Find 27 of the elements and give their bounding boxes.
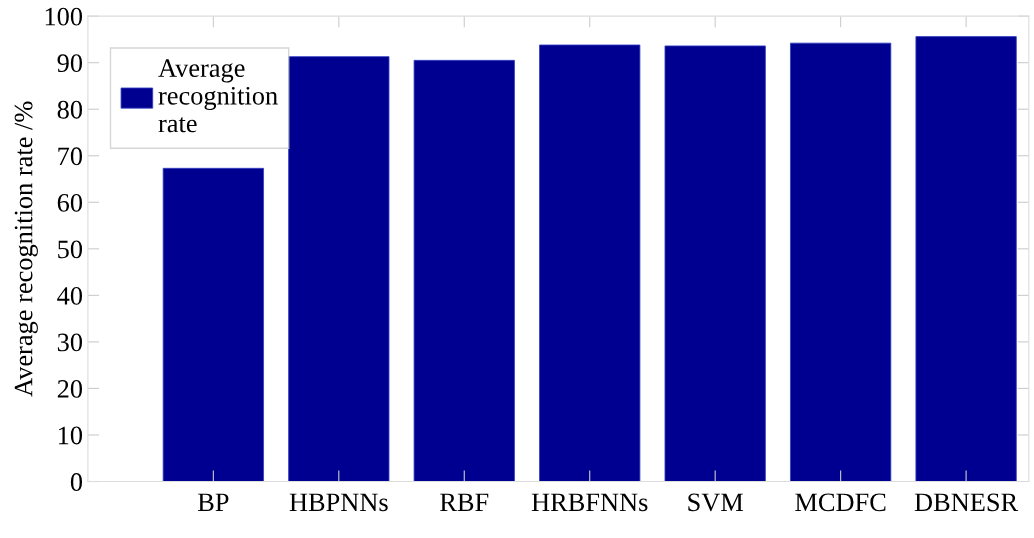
y-tick-label: 20	[57, 380, 83, 398]
y-tick-label: 10	[58, 426, 83, 445]
y-tick-label: 70	[58, 147, 83, 166]
y-tick-label: 40	[57, 286, 83, 305]
bar	[162, 167, 264, 482]
y-tick-label: 90	[57, 54, 83, 73]
bar	[915, 36, 1017, 482]
y-tick-label: 30	[57, 333, 83, 352]
y-tick-label: 60	[57, 193, 83, 212]
x-tick-label: HBPNNs	[289, 493, 388, 512]
x-tick-label: RBF	[440, 493, 489, 512]
bar	[413, 59, 515, 482]
y-tick-label: 50	[58, 240, 83, 259]
x-tick-label: HRBFNNs	[531, 493, 648, 512]
y-axis-title: Average recognition rate /%	[14, 101, 38, 397]
y-tick-label: 80	[57, 100, 83, 119]
x-tick-label: BP	[197, 493, 229, 512]
y-tick-label: 0	[70, 473, 83, 491]
legend-label: Average recognition rate	[158, 59, 278, 133]
bar	[288, 56, 390, 482]
x-tick-label: SVM	[688, 493, 744, 512]
bar	[539, 44, 641, 482]
bar	[790, 42, 892, 482]
bar	[664, 45, 766, 482]
y-tick-label: 100	[45, 7, 83, 26]
x-tick-label: DBNESR	[914, 493, 1019, 512]
x-tick-label: MCDFC	[795, 493, 886, 512]
